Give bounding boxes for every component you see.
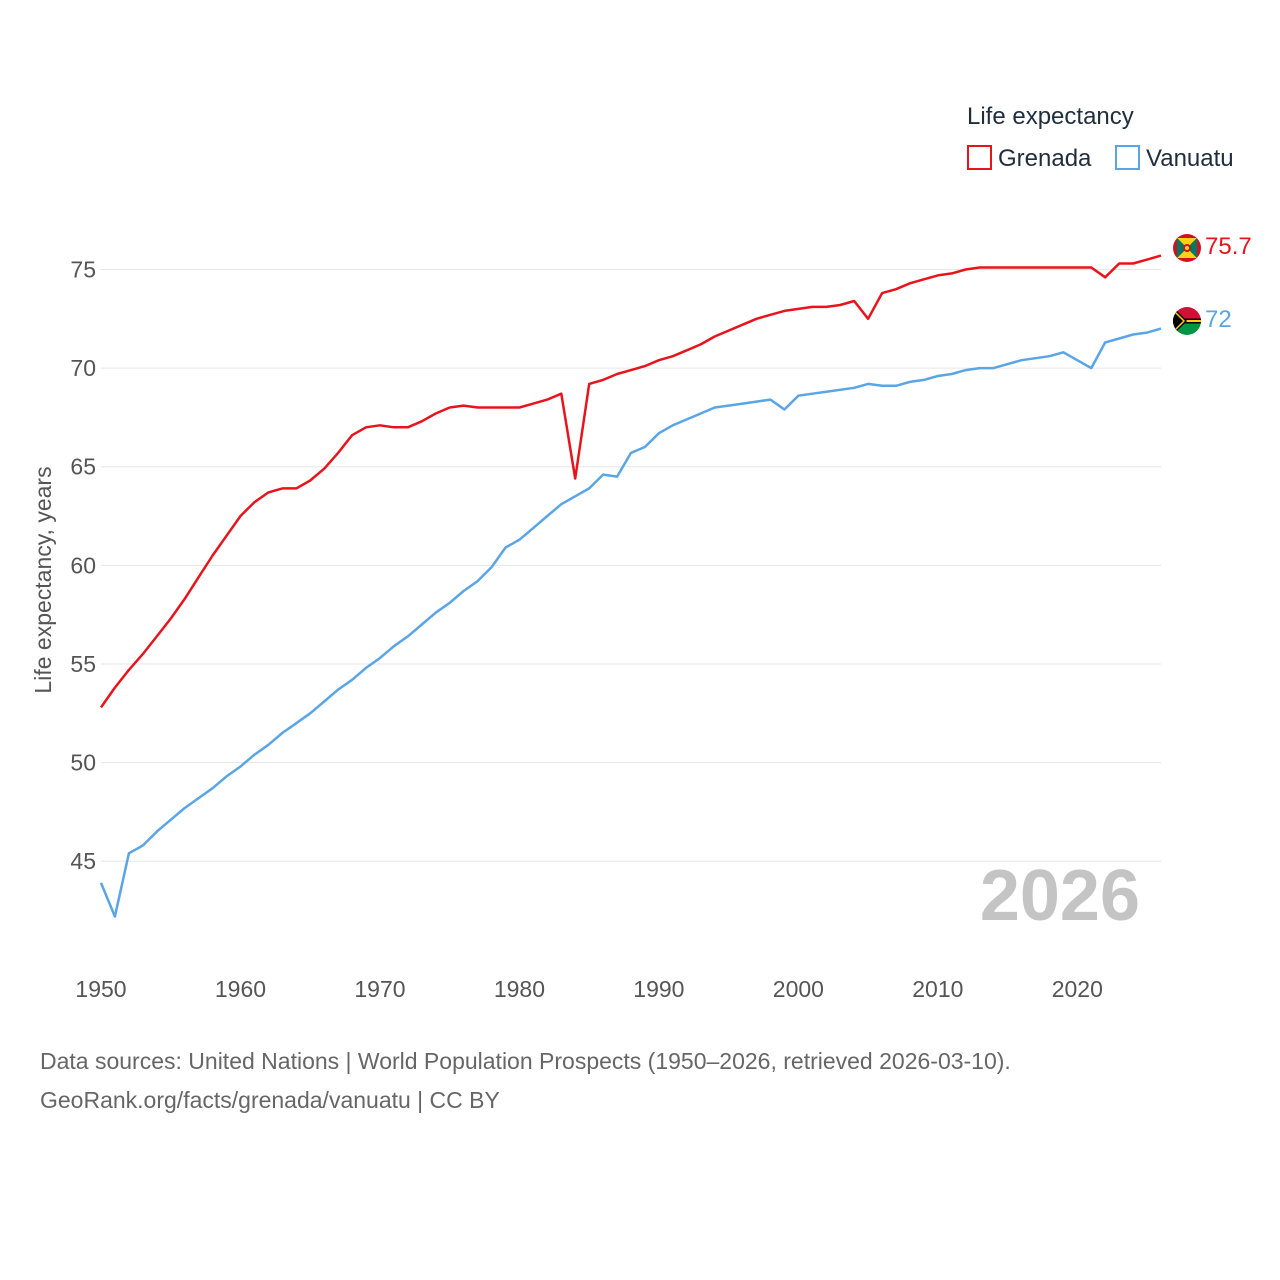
x-tick-label: 1960 — [215, 976, 266, 1002]
x-tick-label: 2010 — [912, 976, 963, 1002]
grenada-flag-icon — [1173, 234, 1201, 262]
y-axis-ticks: 45 50 55 60 65 70 75 — [70, 256, 96, 874]
series-lines — [99, 254, 1162, 918]
life-expectancy-chart: 45 50 55 60 65 70 75 1950 1960 1970 1980 1990 2000 2… — [30, 103, 1252, 1002]
year-stamp: 2026 — [980, 856, 1140, 936]
y-tick-label: 70 — [70, 355, 96, 381]
y-tick-label: 50 — [70, 750, 96, 776]
x-tick-label: 2000 — [773, 976, 824, 1002]
y-axis-title: Life expectancy, years — [30, 466, 56, 693]
series-line-vanuatu[interactable] — [99, 327, 1162, 918]
x-tick-label: 1980 — [494, 976, 545, 1002]
y-tick-label: 45 — [70, 848, 96, 874]
vanuatu-end-value: 72 — [1205, 306, 1232, 333]
legend-label-vanuatu[interactable]: Vanuatu — [1146, 145, 1234, 172]
x-axis-ticks: 1950 1960 1970 1980 1990 2000 2010 2020 — [75, 976, 1102, 1002]
x-tick-label: 1990 — [633, 976, 684, 1002]
series-line-grenada[interactable] — [99, 254, 1162, 709]
legend: Life expectancy Grenada Vanuatu — [967, 103, 1234, 172]
y-tick-label: 75 — [70, 256, 96, 282]
legend-title: Life expectancy — [967, 103, 1134, 130]
grenada-end-value: 75.7 — [1205, 233, 1252, 260]
x-tick-label: 1970 — [354, 976, 405, 1002]
legend-label-grenada[interactable]: Grenada — [998, 145, 1092, 172]
x-tick-label: 1950 — [75, 976, 126, 1002]
end-markers: 75.7 72 — [1173, 233, 1252, 335]
legend-swatch-grenada[interactable] — [967, 145, 992, 170]
footer: Data sources: United Nations | World Pop… — [40, 1042, 1011, 1120]
y-tick-label: 55 — [70, 651, 96, 677]
legend-swatch-vanuatu[interactable] — [1115, 145, 1140, 170]
x-tick-label: 2020 — [1052, 976, 1103, 1002]
vanuatu-flag-icon — [1173, 307, 1201, 335]
y-tick-label: 60 — [70, 552, 96, 578]
y-tick-label: 65 — [70, 454, 96, 480]
credit-link[interactable]: GeoRank.org/facts/grenada/vanuatu | CC B… — [40, 1087, 500, 1113]
data-sources: Data sources: United Nations | World Pop… — [40, 1048, 1011, 1074]
gridlines — [101, 268, 1161, 862]
